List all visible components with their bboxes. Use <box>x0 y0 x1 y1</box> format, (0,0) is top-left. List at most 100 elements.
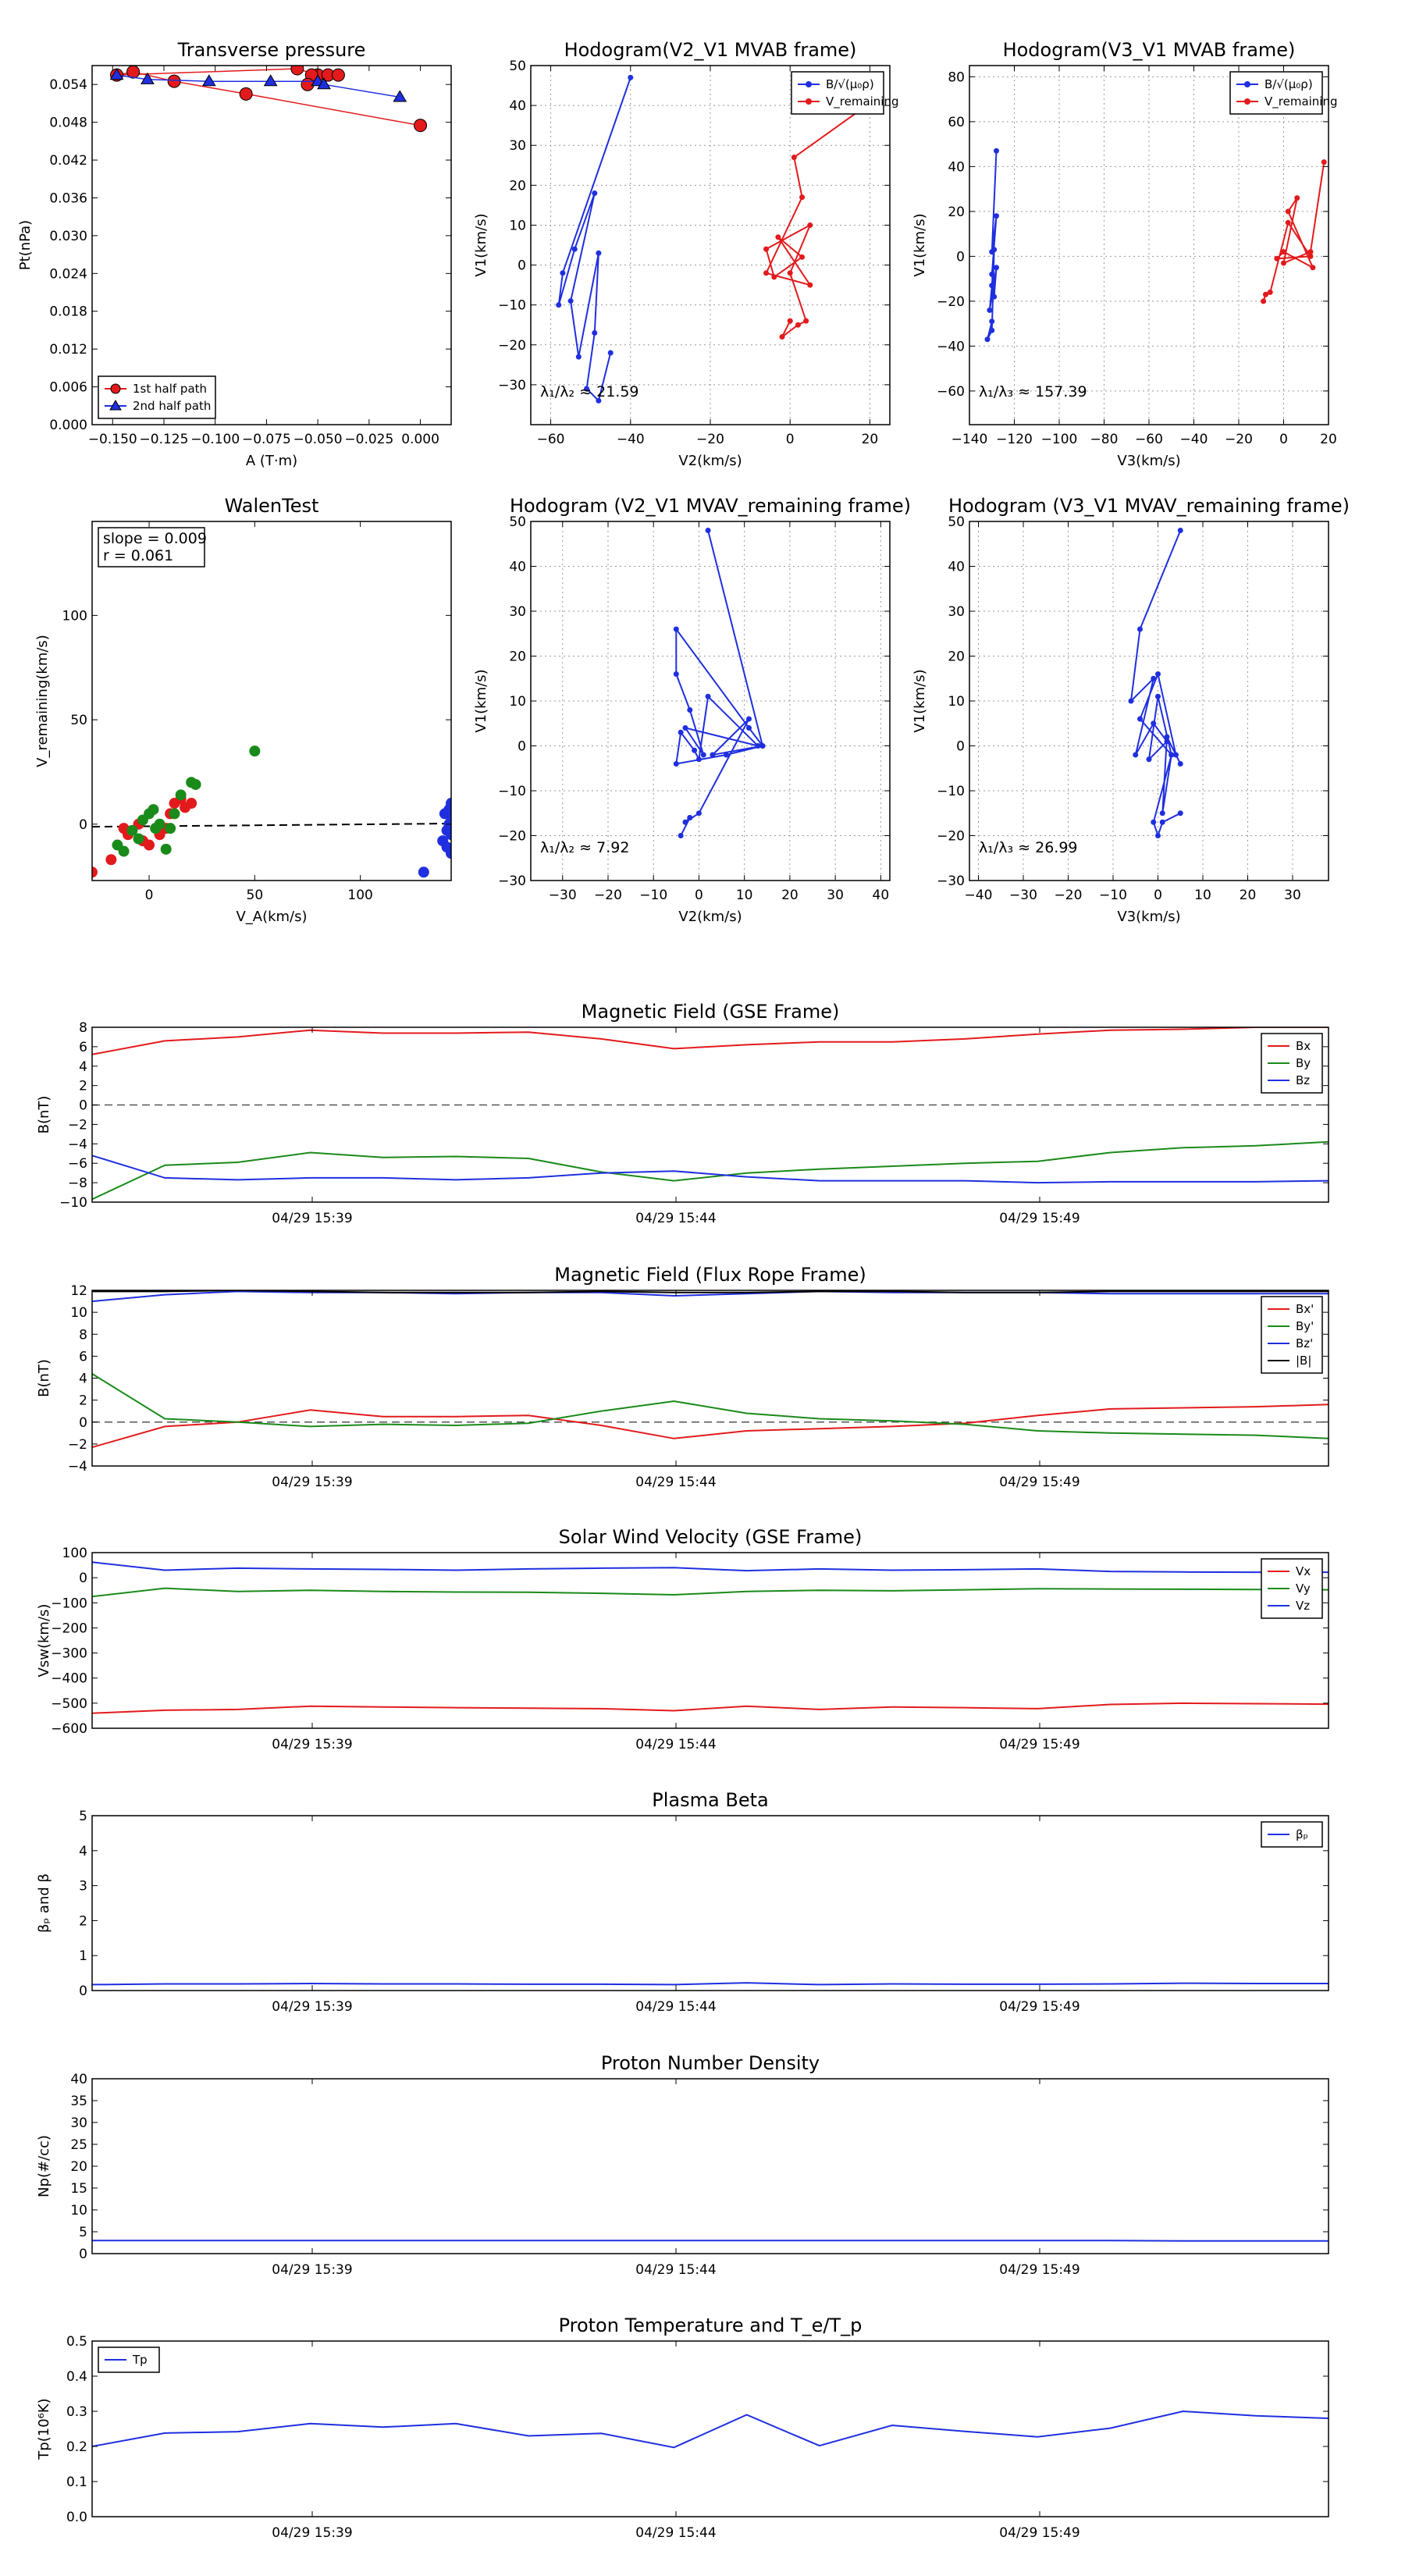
y-tick-label: 2 <box>79 1393 87 1409</box>
y-tick-label: 4 <box>79 1372 87 1387</box>
x-tick-label: 30 <box>827 888 844 903</box>
x-axis-label: V3(km/s) <box>1117 453 1180 469</box>
data-point <box>1155 671 1161 677</box>
x-tick-label: −30 <box>549 888 577 903</box>
data-point <box>1294 195 1300 201</box>
data-point <box>682 725 688 731</box>
series-vz-line <box>92 1561 1329 1574</box>
legend: Bx By Bz <box>1261 1033 1323 1094</box>
plot-area <box>556 74 881 404</box>
data-point <box>695 756 702 763</box>
data-point <box>695 810 702 817</box>
x-tick-label: 20 <box>1320 432 1337 447</box>
data-point <box>331 68 345 82</box>
x-tick-label: −30 <box>1009 888 1037 903</box>
axes-frame <box>91 1290 1329 1467</box>
legend-marker <box>1244 98 1250 105</box>
y-tick-label: 10 <box>70 1305 87 1321</box>
y-tick-label: 5 <box>79 2225 87 2240</box>
series-bx-line <box>92 1027 1329 1055</box>
chart-title: Proton Number Density <box>601 2052 820 2074</box>
data-point <box>1151 819 1157 825</box>
data-point <box>249 745 261 757</box>
y-tick-label: 100 <box>62 608 87 624</box>
x-tick-label: 04/29 15:49 <box>999 1211 1080 1226</box>
data-point <box>989 327 995 333</box>
x-tick-label: 20 <box>781 888 799 903</box>
data-point <box>144 839 155 851</box>
y-tick-label: −10 <box>59 1195 87 1211</box>
y-tick-label: 25 <box>70 2137 87 2153</box>
x-tick-label: −10 <box>639 888 667 903</box>
chart-title: Hodogram(V3_V1 MVAB frame) <box>1003 39 1296 61</box>
y-axis-label: B(nT) <box>36 1359 52 1397</box>
y-tick-label: 60 <box>948 115 965 130</box>
x-tick-label: 04/29 15:49 <box>999 1737 1080 1752</box>
chart-h2: −60 −40 −20 0 20 40 60 80 −140 −120 −100 −80 −60 −40 −… <box>912 39 1338 469</box>
legend-label: B/√(μ₀ρ) <box>826 77 874 91</box>
data-point <box>1310 265 1316 271</box>
data-point <box>1168 752 1175 758</box>
axes-frame <box>91 1026 1329 1203</box>
data-point <box>787 318 793 324</box>
x-axis-label: A (T·m) <box>246 453 297 469</box>
chart-bfr: −4 −2 0 2 4 6 8 10 12 04/29 15:39 04/29 15:44 04/29… <box>36 1264 1329 1490</box>
data-point <box>755 743 761 749</box>
legend-label: Bz' <box>1296 1336 1313 1350</box>
x-tick-label: −80 <box>1090 432 1119 447</box>
annotation-text: λ₁/λ₂ ≈ 21.59 <box>540 383 639 400</box>
data-point <box>673 626 679 632</box>
chart-title: Magnetic Field (GSE Frame) <box>582 1001 840 1023</box>
y-tick-label: 6 <box>79 1040 87 1055</box>
series-tp-line <box>92 2410 1329 2449</box>
y-tick-label: 0.3 <box>66 2404 87 2420</box>
y-tick-label: 0.0 <box>66 2510 87 2525</box>
data-point <box>692 747 698 753</box>
y-axis-label: V1(km/s) <box>912 213 928 276</box>
data-point <box>239 87 253 101</box>
x-axis-label: V3(km/s) <box>1117 909 1180 925</box>
chart-vsw: −600 −500 −400 −300 −200 −100 0 100 04/29 15:39 0… <box>36 1526 1329 1752</box>
legend-marker <box>806 81 812 87</box>
y-tick-label: 0.5 <box>66 2334 87 2350</box>
y-tick-label: 0.024 <box>49 266 87 282</box>
legend-label: By <box>1296 1056 1311 1070</box>
y-tick-label: 30 <box>509 604 526 620</box>
y-tick-label: 0 <box>79 1984 87 1999</box>
data-point <box>1177 528 1183 533</box>
y-tick-label: −200 <box>51 1621 87 1636</box>
data-point <box>682 819 688 825</box>
y-tick-label: 0.1 <box>66 2475 87 2490</box>
y-tick-label: −40 <box>937 339 965 354</box>
x-tick-label: 04/29 15:39 <box>272 2262 352 2278</box>
y-tick-label: 30 <box>70 2115 87 2131</box>
data-point <box>700 752 706 758</box>
y-axis-label: Pt(nPa) <box>17 220 34 270</box>
data-point <box>571 246 578 252</box>
series-1-line <box>92 2240 1329 2242</box>
chart-title: Plasma Beta <box>652 1789 768 1811</box>
y-tick-label: 40 <box>70 2072 87 2087</box>
data-point <box>1281 249 1286 255</box>
data-point <box>678 833 684 838</box>
data-point <box>807 282 813 288</box>
y-tick-label: −100 <box>51 1596 87 1611</box>
data-point <box>1137 626 1143 632</box>
series-bx--line <box>92 1404 1329 1449</box>
plot-area <box>92 745 451 878</box>
data-point <box>775 234 781 240</box>
data-point <box>1133 752 1139 758</box>
data-point <box>186 798 197 809</box>
data-point <box>133 833 144 845</box>
axes-frame <box>91 521 452 881</box>
data-point <box>92 866 98 878</box>
x-tick-label: −0.025 <box>344 432 393 447</box>
axes-frame <box>91 65 452 425</box>
x-tick-label: −120 <box>996 432 1033 447</box>
axes-frame <box>91 1815 1329 1991</box>
y-tick-label: 0 <box>79 1571 87 1586</box>
legend: 1st half path 2nd half path <box>98 375 216 419</box>
y-axis-label: B(nT) <box>36 1096 52 1134</box>
